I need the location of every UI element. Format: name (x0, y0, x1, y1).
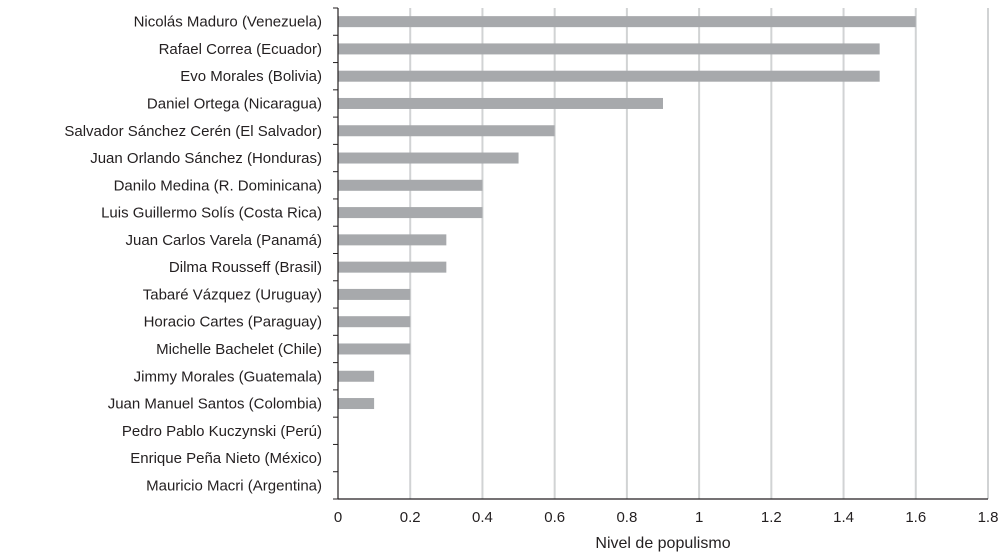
bars (338, 16, 916, 410)
bar (338, 398, 375, 410)
bar (338, 370, 375, 382)
x-tick-label: 0.2 (400, 509, 421, 526)
bar (338, 207, 483, 219)
category-label: Danilo Medina (R. Dominicana) (114, 177, 322, 194)
x-tick-label: 1.2 (761, 509, 782, 526)
bar (338, 343, 411, 355)
bar (338, 261, 447, 273)
axes (333, 7, 988, 500)
gridlines (409, 8, 989, 499)
bar (338, 97, 663, 109)
x-tick-label: 0.8 (616, 509, 637, 526)
category-label: Juan Carlos Varela (Panamá) (126, 232, 322, 249)
category-label: Luis Guillermo Solís (Costa Rica) (101, 205, 322, 222)
bar (338, 16, 916, 28)
x-tick-label: 0.4 (472, 509, 493, 526)
category-label: Tabaré Vázquez (Uruguay) (143, 286, 322, 303)
category-label: Jimmy Morales (Guatemala) (134, 368, 322, 385)
x-tick-label: 0 (334, 509, 342, 526)
category-label: Pedro Pablo Kuczynski (Perú) (122, 423, 322, 440)
x-tick-label: 0.6 (544, 509, 565, 526)
x-tick-label: 1 (695, 509, 703, 526)
category-label: Evo Morales (Bolivia) (180, 68, 322, 85)
bar (338, 125, 555, 137)
x-axis-title: Nivel de populismo (595, 535, 730, 552)
category-label: Salvador Sánchez Cerén (El Salvador) (64, 123, 322, 140)
category-label: Mauricio Macri (Argentina) (146, 477, 322, 494)
x-tick-label: 1.6 (905, 509, 926, 526)
bar (338, 288, 411, 300)
bar (338, 152, 519, 164)
category-label: Michelle Bachelet (Chile) (156, 341, 322, 358)
category-label: Rafael Correa (Ecuador) (159, 41, 322, 58)
category-labels: Nicolás Maduro (Venezuela) Rafael Correa … (64, 14, 322, 495)
category-label: Dilma Rousseff (Brasil) (169, 259, 322, 276)
bar (338, 316, 411, 328)
category-label: Enrique Peña Nieto (México) (130, 450, 322, 467)
x-tick-label: 1.4 (833, 509, 854, 526)
category-label: Horacio Cartes (Paraguay) (144, 314, 322, 331)
category-label: Daniel Ortega (Nicaragua) (147, 95, 322, 112)
x-tick-labels: 0 0.2 0.4 0.6 0.8 1 1.2 1.4 1.6 1.8 (334, 509, 999, 526)
bar (338, 70, 880, 82)
bar (338, 43, 880, 55)
category-label: Juan Orlando Sánchez (Honduras) (90, 150, 322, 167)
category-label: Juan Manuel Santos (Colombia) (108, 396, 322, 413)
bar (338, 179, 483, 191)
category-label: Nicolás Maduro (Venezuela) (134, 14, 322, 31)
x-tick-label: 1.8 (978, 509, 999, 526)
bar (338, 234, 447, 246)
